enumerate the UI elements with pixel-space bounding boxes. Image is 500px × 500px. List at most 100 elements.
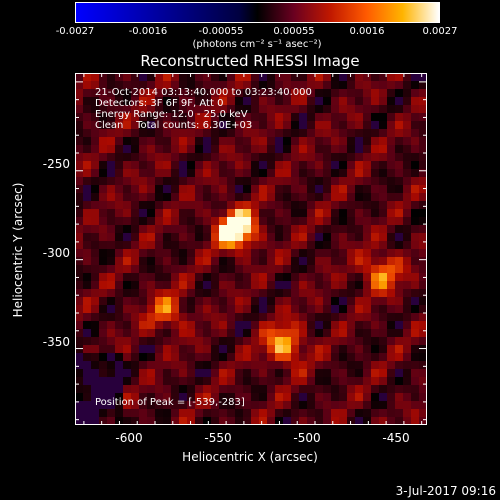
heatmap-cell bbox=[115, 305, 124, 314]
heatmap-cell bbox=[403, 417, 412, 425]
heatmap-cell bbox=[395, 121, 404, 130]
heatmap-cell bbox=[163, 265, 172, 274]
heatmap-cell bbox=[395, 153, 404, 162]
heatmap-cell bbox=[299, 145, 308, 154]
heatmap-cell bbox=[163, 289, 172, 298]
heatmap-cell bbox=[355, 73, 364, 82]
heatmap-cell bbox=[131, 329, 140, 338]
heatmap-cell bbox=[403, 409, 412, 418]
heatmap-cell bbox=[275, 273, 284, 282]
heatmap-cell bbox=[347, 273, 356, 282]
heatmap-cell bbox=[179, 377, 188, 386]
heatmap-cell bbox=[251, 241, 260, 250]
heatmap-cell bbox=[219, 177, 228, 186]
heatmap-cell bbox=[395, 137, 404, 146]
heatmap-cell bbox=[419, 177, 427, 186]
heatmap-cell bbox=[155, 273, 164, 282]
heatmap-cell bbox=[139, 161, 148, 170]
heatmap-cell bbox=[419, 97, 427, 106]
heatmap-cell bbox=[195, 337, 204, 346]
heatmap-cell bbox=[195, 169, 204, 178]
heatmap-cell bbox=[355, 169, 364, 178]
heatmap-cell bbox=[155, 169, 164, 178]
heatmap-cell bbox=[339, 369, 348, 378]
heatmap-cell bbox=[299, 201, 308, 210]
heatmap-cell bbox=[147, 273, 156, 282]
heatmap-cell bbox=[275, 121, 284, 130]
heatmap-cell bbox=[379, 97, 388, 106]
heatmap-cell bbox=[235, 313, 244, 322]
heatmap-cell bbox=[379, 329, 388, 338]
heatmap-cell bbox=[227, 201, 236, 210]
heatmap-cell bbox=[291, 233, 300, 242]
heatmap-cell bbox=[91, 121, 100, 130]
heatmap-cell bbox=[323, 217, 332, 226]
heatmap-cell bbox=[379, 81, 388, 90]
heatmap-cell bbox=[235, 201, 244, 210]
heatmap-cell bbox=[107, 145, 116, 154]
heatmap-cell bbox=[371, 105, 380, 114]
heatmap-cell bbox=[227, 137, 236, 146]
heatmap-cell bbox=[259, 233, 268, 242]
heatmap-cell bbox=[411, 81, 420, 90]
heatmap-cell bbox=[211, 201, 220, 210]
heatmap-cell bbox=[275, 321, 284, 330]
heatmap-cell bbox=[243, 321, 252, 330]
heatmap-cell bbox=[211, 241, 220, 250]
heatmap-cell bbox=[307, 129, 316, 138]
heatmap-cell bbox=[315, 201, 324, 210]
heatmap-cell bbox=[163, 113, 172, 122]
heatmap-cell bbox=[203, 401, 212, 410]
heatmap-cell bbox=[155, 161, 164, 170]
heatmap-cell bbox=[227, 169, 236, 178]
colorbar-tick: 0.0016 bbox=[349, 26, 385, 37]
heatmap-cell bbox=[107, 265, 116, 274]
heatmap-cell bbox=[235, 377, 244, 386]
heatmap-cell bbox=[291, 385, 300, 394]
heatmap-cell bbox=[211, 417, 220, 425]
heatmap-cell bbox=[291, 305, 300, 314]
heatmap-cell bbox=[195, 217, 204, 226]
heatmap-cell bbox=[131, 105, 140, 114]
heatmap-cell bbox=[99, 233, 108, 242]
heatmap-cell bbox=[243, 241, 252, 250]
heatmap-cell bbox=[267, 73, 276, 82]
heatmap-cell bbox=[235, 137, 244, 146]
heatmap-cell bbox=[323, 201, 332, 210]
heatmap-cell bbox=[315, 401, 324, 410]
heatmap-cell bbox=[171, 265, 180, 274]
heatmap-cell bbox=[323, 233, 332, 242]
heatmap-cell bbox=[203, 233, 212, 242]
heatmap-cell bbox=[323, 329, 332, 338]
heatmap-cell bbox=[91, 177, 100, 186]
heatmap-cell bbox=[339, 305, 348, 314]
heatmap-cell bbox=[75, 113, 84, 122]
heatmap-cell bbox=[163, 257, 172, 266]
heatmap-cell bbox=[211, 193, 220, 202]
heatmap-cell bbox=[155, 97, 164, 106]
heatmap-cell bbox=[227, 321, 236, 330]
heatmap-cell bbox=[307, 281, 316, 290]
heatmap-cell bbox=[387, 97, 396, 106]
heatmap-cell bbox=[83, 361, 92, 370]
heatmap-cell bbox=[291, 353, 300, 362]
heatmap-cell bbox=[235, 249, 244, 258]
heatmap-cell bbox=[363, 265, 372, 274]
heatmap-cell bbox=[411, 217, 420, 226]
heatmap-cell bbox=[403, 169, 412, 178]
heatmap-cell bbox=[83, 417, 92, 425]
heatmap-cell bbox=[307, 185, 316, 194]
heatmap-cell bbox=[99, 145, 108, 154]
heatmap-cell bbox=[275, 185, 284, 194]
heatmap-cell bbox=[99, 257, 108, 266]
image-canvas bbox=[75, 73, 427, 425]
heatmap-cell bbox=[363, 393, 372, 402]
heatmap-cell bbox=[187, 241, 196, 250]
heatmap-cell bbox=[339, 217, 348, 226]
heatmap-cell bbox=[171, 153, 180, 162]
heatmap-cell bbox=[91, 361, 100, 370]
heatmap-cell bbox=[123, 97, 132, 106]
heatmap-cell bbox=[347, 193, 356, 202]
heatmap-cell bbox=[139, 329, 148, 338]
heatmap-cell bbox=[227, 257, 236, 266]
